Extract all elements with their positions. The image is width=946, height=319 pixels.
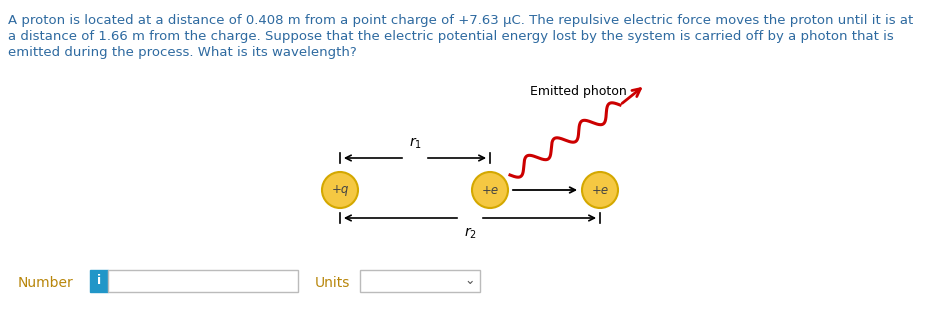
Text: A proton is located at a distance of 0.408 m from a point charge of +7.63 μC. Th: A proton is located at a distance of 0.4… [8,14,913,27]
Text: a distance of 1.66 m from the charge. Suppose that the electric potential energy: a distance of 1.66 m from the charge. Su… [8,30,894,43]
Text: +e: +e [482,183,499,197]
Text: Emitted photon: Emitted photon [530,85,627,98]
Circle shape [322,172,358,208]
Text: i: i [96,275,101,287]
FancyBboxPatch shape [90,270,108,292]
FancyBboxPatch shape [108,270,298,292]
Text: Number: Number [18,276,74,290]
Text: Units: Units [315,276,350,290]
Text: +e: +e [591,183,608,197]
Text: +q: +q [331,183,349,197]
Circle shape [582,172,618,208]
FancyBboxPatch shape [360,270,480,292]
Text: ⌄: ⌄ [464,275,475,287]
Circle shape [472,172,508,208]
Text: $r_1$: $r_1$ [409,136,422,151]
Text: $r_2$: $r_2$ [464,226,477,241]
Text: emitted during the process. What is its wavelength?: emitted during the process. What is its … [8,46,357,59]
